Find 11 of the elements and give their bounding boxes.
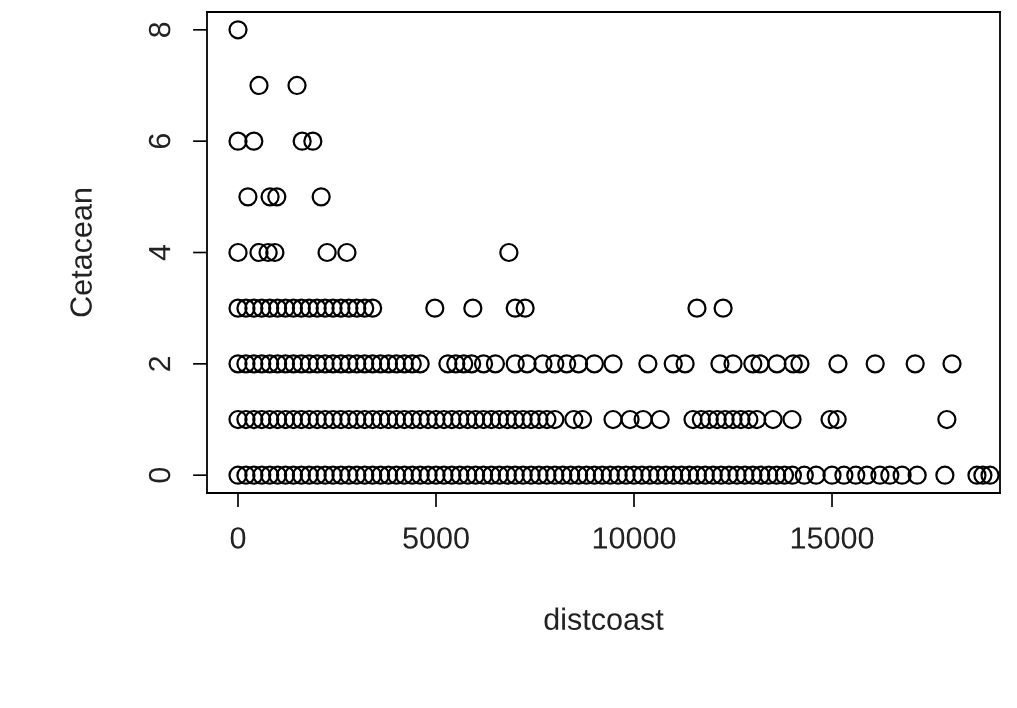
x-tick-label: 0: [230, 527, 246, 549]
x-axis-title: distcoast: [544, 607, 664, 631]
x-tick-label: 15000: [791, 527, 874, 549]
x-tick-label: 10000: [593, 527, 676, 549]
y-tick-label: 0: [148, 467, 171, 483]
y-tick-label: 2: [148, 356, 171, 371]
y-axis-title: Cetacean: [70, 189, 92, 317]
x-tick-label: 5000: [403, 527, 469, 549]
y-tick-label: 8: [148, 22, 171, 37]
y-tick-label: 6: [148, 134, 171, 149]
y-tick-label: 4: [149, 244, 171, 261]
